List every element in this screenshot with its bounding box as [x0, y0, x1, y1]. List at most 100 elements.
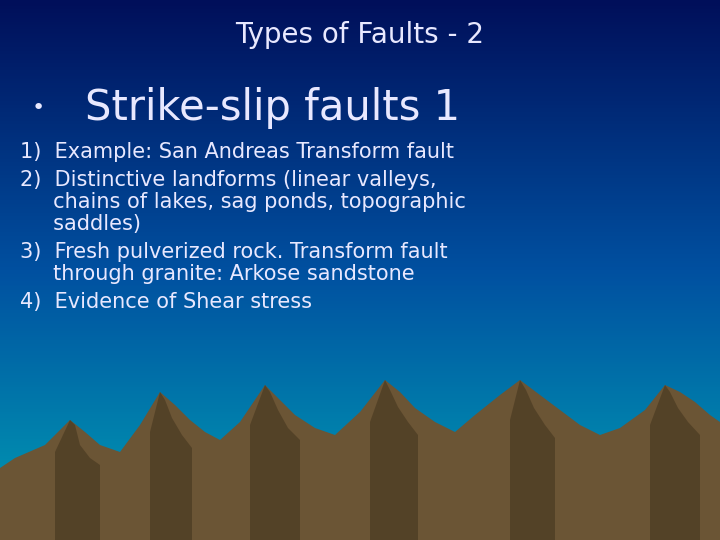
Bar	[0, 415, 720, 417]
Bar	[0, 60, 720, 63]
Text: 4)  Evidence of Shear stress: 4) Evidence of Shear stress	[20, 292, 312, 312]
Bar	[0, 323, 720, 326]
Bar	[0, 55, 720, 58]
Bar	[0, 528, 720, 531]
Bar	[0, 490, 720, 493]
Bar	[0, 354, 720, 356]
Bar	[0, 84, 720, 86]
Bar	[0, 157, 720, 160]
Bar	[0, 94, 720, 97]
Bar	[0, 274, 720, 277]
Bar	[0, 118, 720, 120]
Text: chains of lakes, sag ponds, topographic: chains of lakes, sag ponds, topographic	[20, 192, 466, 212]
Bar	[0, 53, 720, 56]
Bar	[0, 10, 720, 12]
Bar	[0, 109, 720, 112]
Bar	[0, 139, 720, 142]
Bar	[0, 424, 720, 427]
Bar	[0, 71, 720, 74]
Bar	[0, 148, 720, 151]
Bar	[0, 442, 720, 444]
Bar	[0, 327, 720, 329]
Bar	[0, 233, 720, 236]
Bar	[0, 345, 720, 347]
Bar	[0, 393, 720, 396]
Bar	[0, 215, 720, 218]
Text: 3)  Fresh pulverized rock. Transform fault: 3) Fresh pulverized rock. Transform faul…	[20, 242, 448, 262]
Bar	[0, 193, 720, 196]
Bar	[0, 188, 720, 191]
Bar	[0, 123, 720, 126]
Bar	[0, 431, 720, 434]
Bar	[0, 183, 720, 185]
Bar	[0, 122, 720, 124]
Bar	[0, 179, 720, 182]
Polygon shape	[510, 380, 555, 540]
Bar	[0, 204, 720, 207]
Bar	[0, 26, 720, 29]
Bar	[0, 508, 720, 511]
Bar	[0, 384, 720, 387]
Bar	[0, 8, 720, 11]
Bar	[0, 462, 720, 464]
Bar	[0, 246, 720, 248]
Bar	[0, 146, 720, 150]
Bar	[0, 172, 720, 174]
Bar	[0, 494, 720, 497]
Bar	[0, 456, 720, 459]
Text: 2)  Distinctive landforms (linear valleys,: 2) Distinctive landforms (linear valleys…	[20, 170, 436, 190]
Bar	[0, 177, 720, 180]
Bar	[0, 397, 720, 400]
Bar	[0, 379, 720, 382]
Bar	[0, 150, 720, 153]
Bar	[0, 481, 720, 484]
Bar	[0, 372, 720, 374]
Bar	[0, 339, 720, 342]
Bar	[0, 269, 720, 272]
Bar	[0, 377, 720, 380]
Bar	[0, 237, 720, 239]
Bar	[0, 176, 720, 178]
Bar	[0, 449, 720, 452]
Bar	[0, 46, 720, 49]
Bar	[0, 224, 720, 227]
Bar	[0, 31, 720, 34]
Bar	[0, 400, 720, 403]
Bar	[0, 119, 720, 123]
Bar	[0, 186, 720, 189]
Bar	[0, 73, 720, 76]
Bar	[0, 217, 720, 220]
Bar	[0, 316, 720, 319]
Bar	[0, 368, 720, 371]
Bar	[0, 386, 720, 389]
Bar	[0, 382, 720, 385]
Bar	[0, 328, 720, 331]
Bar	[0, 534, 720, 536]
Bar	[0, 357, 720, 360]
Bar	[0, 3, 720, 5]
Polygon shape	[150, 392, 192, 540]
Bar	[0, 438, 720, 441]
Bar	[0, 87, 720, 90]
Bar	[0, 220, 720, 223]
Text: saddles): saddles)	[20, 214, 141, 234]
Bar	[0, 332, 720, 335]
Bar	[0, 92, 720, 96]
Bar	[0, 436, 720, 439]
Bar	[0, 143, 720, 146]
Bar	[0, 251, 720, 254]
Bar	[0, 132, 720, 135]
Bar	[0, 107, 720, 110]
Bar	[0, 111, 720, 113]
Bar	[0, 271, 720, 274]
Bar	[0, 426, 720, 428]
Bar	[0, 127, 720, 130]
Bar	[0, 136, 720, 139]
Bar	[0, 256, 720, 259]
Bar	[0, 296, 720, 299]
Polygon shape	[490, 472, 720, 540]
Bar	[0, 443, 720, 447]
Bar	[0, 161, 720, 164]
Bar	[0, 480, 720, 482]
Bar	[0, 404, 720, 407]
